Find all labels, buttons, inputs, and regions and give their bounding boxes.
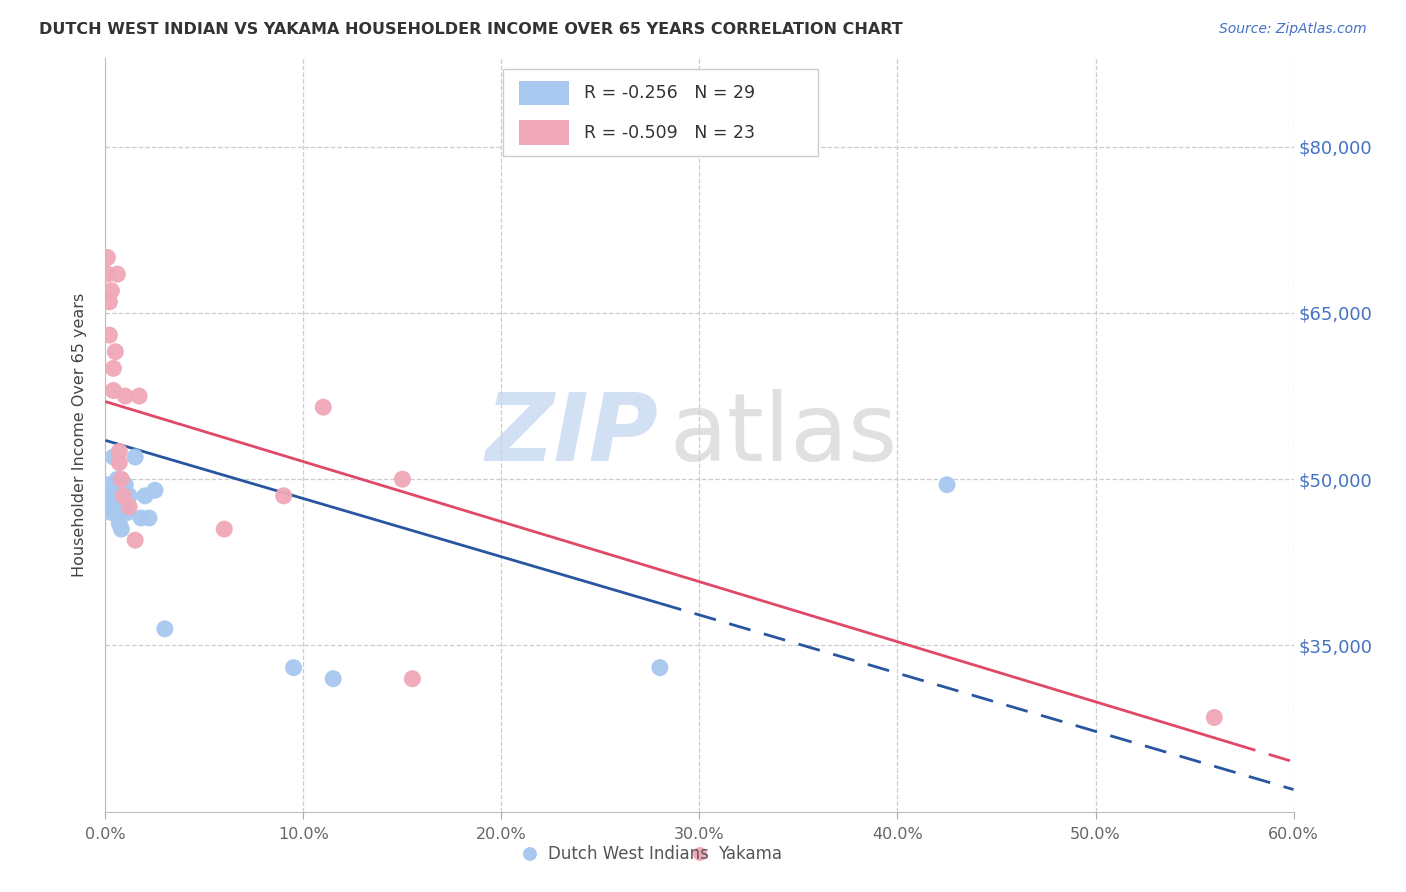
Point: [129, 511, 152, 525]
Point: [98, 294, 121, 309]
Text: ZIP: ZIP: [485, 389, 658, 481]
Bar: [519, 80, 569, 105]
Point: [96, 477, 118, 491]
Point: [124, 450, 146, 464]
Point: [108, 516, 131, 531]
Point: [322, 672, 344, 686]
Point: [118, 489, 141, 503]
Point: [108, 456, 131, 470]
Text: atlas: atlas: [669, 389, 898, 481]
Point: [114, 477, 136, 491]
Point: [128, 389, 150, 403]
Point: [105, 267, 128, 281]
Point: [96, 267, 118, 281]
Point: [110, 505, 132, 519]
Point: [108, 500, 131, 514]
Point: [110, 472, 132, 486]
Point: [105, 472, 128, 486]
Point: [103, 483, 125, 498]
Point: [103, 450, 125, 464]
Point: [96, 251, 118, 265]
Point: [112, 489, 135, 503]
Point: [100, 505, 122, 519]
Point: [312, 400, 335, 414]
Text: Dutch West Indians: Dutch West Indians: [548, 845, 709, 863]
Point: [103, 384, 125, 398]
Point: [519, 847, 541, 861]
Point: [118, 500, 141, 514]
Point: [134, 489, 156, 503]
Point: [273, 489, 295, 503]
Point: [105, 505, 128, 519]
Point: [98, 328, 121, 343]
Point: [648, 660, 671, 674]
Bar: [519, 120, 569, 145]
Point: [104, 344, 127, 359]
Text: DUTCH WEST INDIAN VS YAKAMA HOUSEHOLDER INCOME OVER 65 YEARS CORRELATION CHART: DUTCH WEST INDIAN VS YAKAMA HOUSEHOLDER …: [39, 22, 903, 37]
Point: [110, 522, 132, 536]
Point: [936, 477, 959, 491]
Point: [283, 660, 305, 674]
Point: [391, 472, 413, 486]
FancyBboxPatch shape: [503, 70, 818, 156]
Point: [1204, 710, 1226, 724]
Point: [689, 847, 711, 861]
Y-axis label: Householder Income Over 65 years: Householder Income Over 65 years: [72, 293, 87, 577]
Point: [143, 483, 166, 498]
Point: [98, 500, 121, 514]
Text: Yakama: Yakama: [718, 845, 782, 863]
Point: [124, 533, 146, 548]
Point: [100, 284, 122, 298]
Point: [104, 494, 127, 508]
Text: R = -0.509   N = 23: R = -0.509 N = 23: [585, 124, 755, 142]
Point: [114, 389, 136, 403]
Point: [153, 622, 176, 636]
Point: [214, 522, 236, 536]
Point: [104, 500, 127, 514]
Point: [115, 505, 138, 519]
Point: [96, 494, 118, 508]
Point: [100, 489, 122, 503]
Text: R = -0.256   N = 29: R = -0.256 N = 29: [585, 84, 755, 102]
Point: [401, 672, 423, 686]
Point: [112, 494, 135, 508]
Point: [138, 511, 160, 525]
Point: [103, 361, 125, 376]
Point: [108, 444, 131, 458]
Text: Source: ZipAtlas.com: Source: ZipAtlas.com: [1219, 22, 1367, 37]
